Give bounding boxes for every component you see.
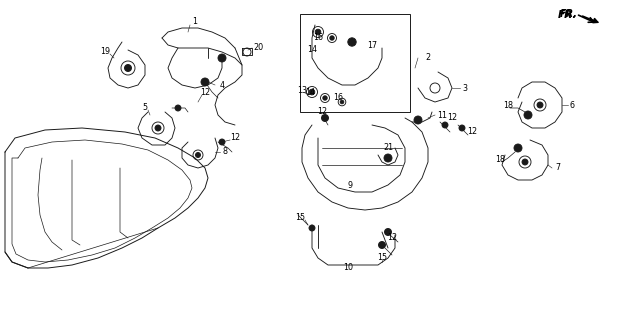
Text: 12: 12 xyxy=(200,87,210,97)
Text: 14: 14 xyxy=(305,87,315,97)
Text: 1: 1 xyxy=(192,18,198,27)
Text: 8: 8 xyxy=(222,148,227,156)
Text: 5: 5 xyxy=(142,103,148,113)
Text: 12: 12 xyxy=(317,108,327,116)
Circle shape xyxy=(384,154,392,162)
Circle shape xyxy=(522,159,528,165)
Circle shape xyxy=(537,102,543,108)
Circle shape xyxy=(459,125,465,131)
Circle shape xyxy=(195,153,200,157)
Circle shape xyxy=(315,29,321,35)
Text: FR.: FR. xyxy=(558,10,577,20)
Bar xyxy=(300,14,410,112)
Text: 11: 11 xyxy=(437,110,447,119)
Text: 16: 16 xyxy=(313,34,323,43)
Circle shape xyxy=(514,144,522,152)
Text: FR.: FR. xyxy=(560,9,578,19)
Circle shape xyxy=(218,54,226,62)
Circle shape xyxy=(384,228,391,236)
Circle shape xyxy=(219,139,225,145)
Text: 19: 19 xyxy=(100,47,110,57)
Text: 4: 4 xyxy=(219,81,224,90)
Circle shape xyxy=(330,36,334,40)
Text: 18: 18 xyxy=(503,100,513,109)
Text: 17: 17 xyxy=(367,41,377,50)
Text: 6: 6 xyxy=(570,100,575,109)
Circle shape xyxy=(442,122,448,128)
Circle shape xyxy=(201,78,209,86)
Circle shape xyxy=(155,125,161,131)
Text: 18: 18 xyxy=(495,156,505,164)
Text: 10: 10 xyxy=(343,263,353,273)
Circle shape xyxy=(175,105,181,111)
Text: 15: 15 xyxy=(377,253,387,262)
Text: 12: 12 xyxy=(387,234,397,243)
Text: 12: 12 xyxy=(230,133,240,142)
Text: 12: 12 xyxy=(447,114,457,123)
Text: 9: 9 xyxy=(347,180,352,189)
Circle shape xyxy=(309,225,315,231)
Circle shape xyxy=(321,115,329,122)
Circle shape xyxy=(378,242,386,249)
Circle shape xyxy=(524,111,532,119)
Circle shape xyxy=(414,116,422,124)
Text: 21: 21 xyxy=(383,143,393,153)
Text: 3: 3 xyxy=(462,84,467,92)
Circle shape xyxy=(124,65,132,71)
Text: 15: 15 xyxy=(295,213,305,222)
Text: 20: 20 xyxy=(253,44,263,52)
Text: 2: 2 xyxy=(425,53,431,62)
Circle shape xyxy=(309,89,315,95)
Text: 7: 7 xyxy=(556,164,561,172)
Circle shape xyxy=(340,100,344,104)
Text: 14: 14 xyxy=(307,45,317,54)
Circle shape xyxy=(348,38,356,46)
Text: 12: 12 xyxy=(467,127,477,137)
Circle shape xyxy=(323,96,327,100)
Text: 16: 16 xyxy=(333,93,343,102)
Text: 13: 13 xyxy=(297,85,307,94)
